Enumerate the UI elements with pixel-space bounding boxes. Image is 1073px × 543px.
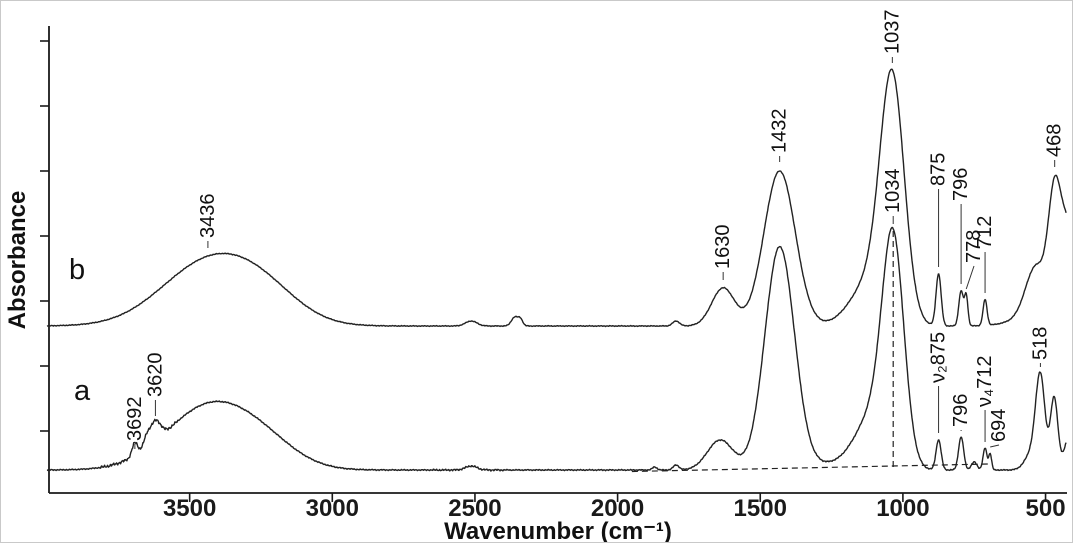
- peak-label-text: 518: [1029, 327, 1051, 360]
- peak-label-text: 875: [928, 153, 950, 186]
- curve-letter-labels: ba: [69, 254, 91, 407]
- peak-label-b-3436: 3436: [197, 194, 219, 248]
- peak-label-a-694: 694: [988, 409, 1010, 448]
- axes: 3500 3000 2500 2000 1500 1000 500: [40, 26, 1067, 522]
- peak-label-a-518: 518: [1029, 327, 1051, 367]
- x-tick-label-3000: 3000: [306, 495, 359, 522]
- x-tick-label-500: 500: [1026, 495, 1066, 522]
- dashed-baseline: [631, 463, 989, 473]
- spectrum-curves: [46, 68, 1067, 472]
- x-tick-label-2500: 2500: [448, 495, 501, 522]
- peak-label-b-1037: 1037: [881, 10, 903, 63]
- peak-label-a-875: ν₂875: [928, 332, 950, 433]
- peak-label-text: 712: [974, 216, 996, 249]
- peak-label-b-1630: 1630: [712, 225, 734, 280]
- peak-label-text: 694: [988, 409, 1010, 442]
- peak-label-text: 1432: [769, 109, 791, 154]
- peak-label-text: ν₄712: [974, 355, 996, 407]
- peak-label-text: 468: [1044, 124, 1066, 157]
- peak-label-text: 1630: [712, 225, 734, 270]
- peak-label-b-796: 796: [950, 168, 972, 284]
- spectrum-curve-a: [46, 226, 1067, 472]
- peak-label-b-1432: 1432: [769, 109, 791, 162]
- x-tick-label-1500: 1500: [734, 495, 787, 522]
- peak-label-text: 778: [963, 230, 985, 263]
- peak-label-text: 796: [950, 394, 972, 427]
- peak-leader-line: [965, 265, 975, 290]
- peak-label-text: 3436: [197, 194, 219, 239]
- peak-label-a-712: ν₄712: [974, 355, 996, 442]
- peak-label-b-468: 468: [1044, 124, 1066, 167]
- curve-letter-b: b: [69, 254, 85, 286]
- peak-label-text: ν₂875: [928, 332, 950, 383]
- peak-label-a-3692: 3692: [124, 397, 146, 449]
- x-axis-title: Wavenumber (cm⁻¹): [444, 518, 672, 542]
- peak-label-a-796: 796: [950, 394, 972, 431]
- x-tick-label-1000: 1000: [876, 495, 929, 522]
- peak-label-b-778: 778: [963, 230, 985, 290]
- peak-leader-line: [990, 444, 1000, 448]
- peak-label-text: 3620: [144, 353, 166, 398]
- peak-label-text: 3692: [124, 397, 146, 442]
- y-axis-title: Absorbance: [4, 191, 31, 330]
- peak-label-a-1034: 1034: [882, 169, 904, 224]
- peak-label-b-712: 712: [974, 216, 996, 293]
- peak-label-a-3620: 3620: [144, 353, 166, 416]
- curve-letter-a: a: [74, 375, 91, 407]
- peak-label-text: 1037: [881, 10, 903, 55]
- peak-label-text: 796: [950, 168, 972, 201]
- x-tick-label-2000: 2000: [591, 495, 644, 522]
- x-tick-label-3500: 3500: [163, 495, 216, 522]
- peak-label-text: 1034: [882, 169, 904, 214]
- spectrum-curve-b: [46, 68, 1067, 328]
- peak-label-b-875: 875: [928, 153, 950, 267]
